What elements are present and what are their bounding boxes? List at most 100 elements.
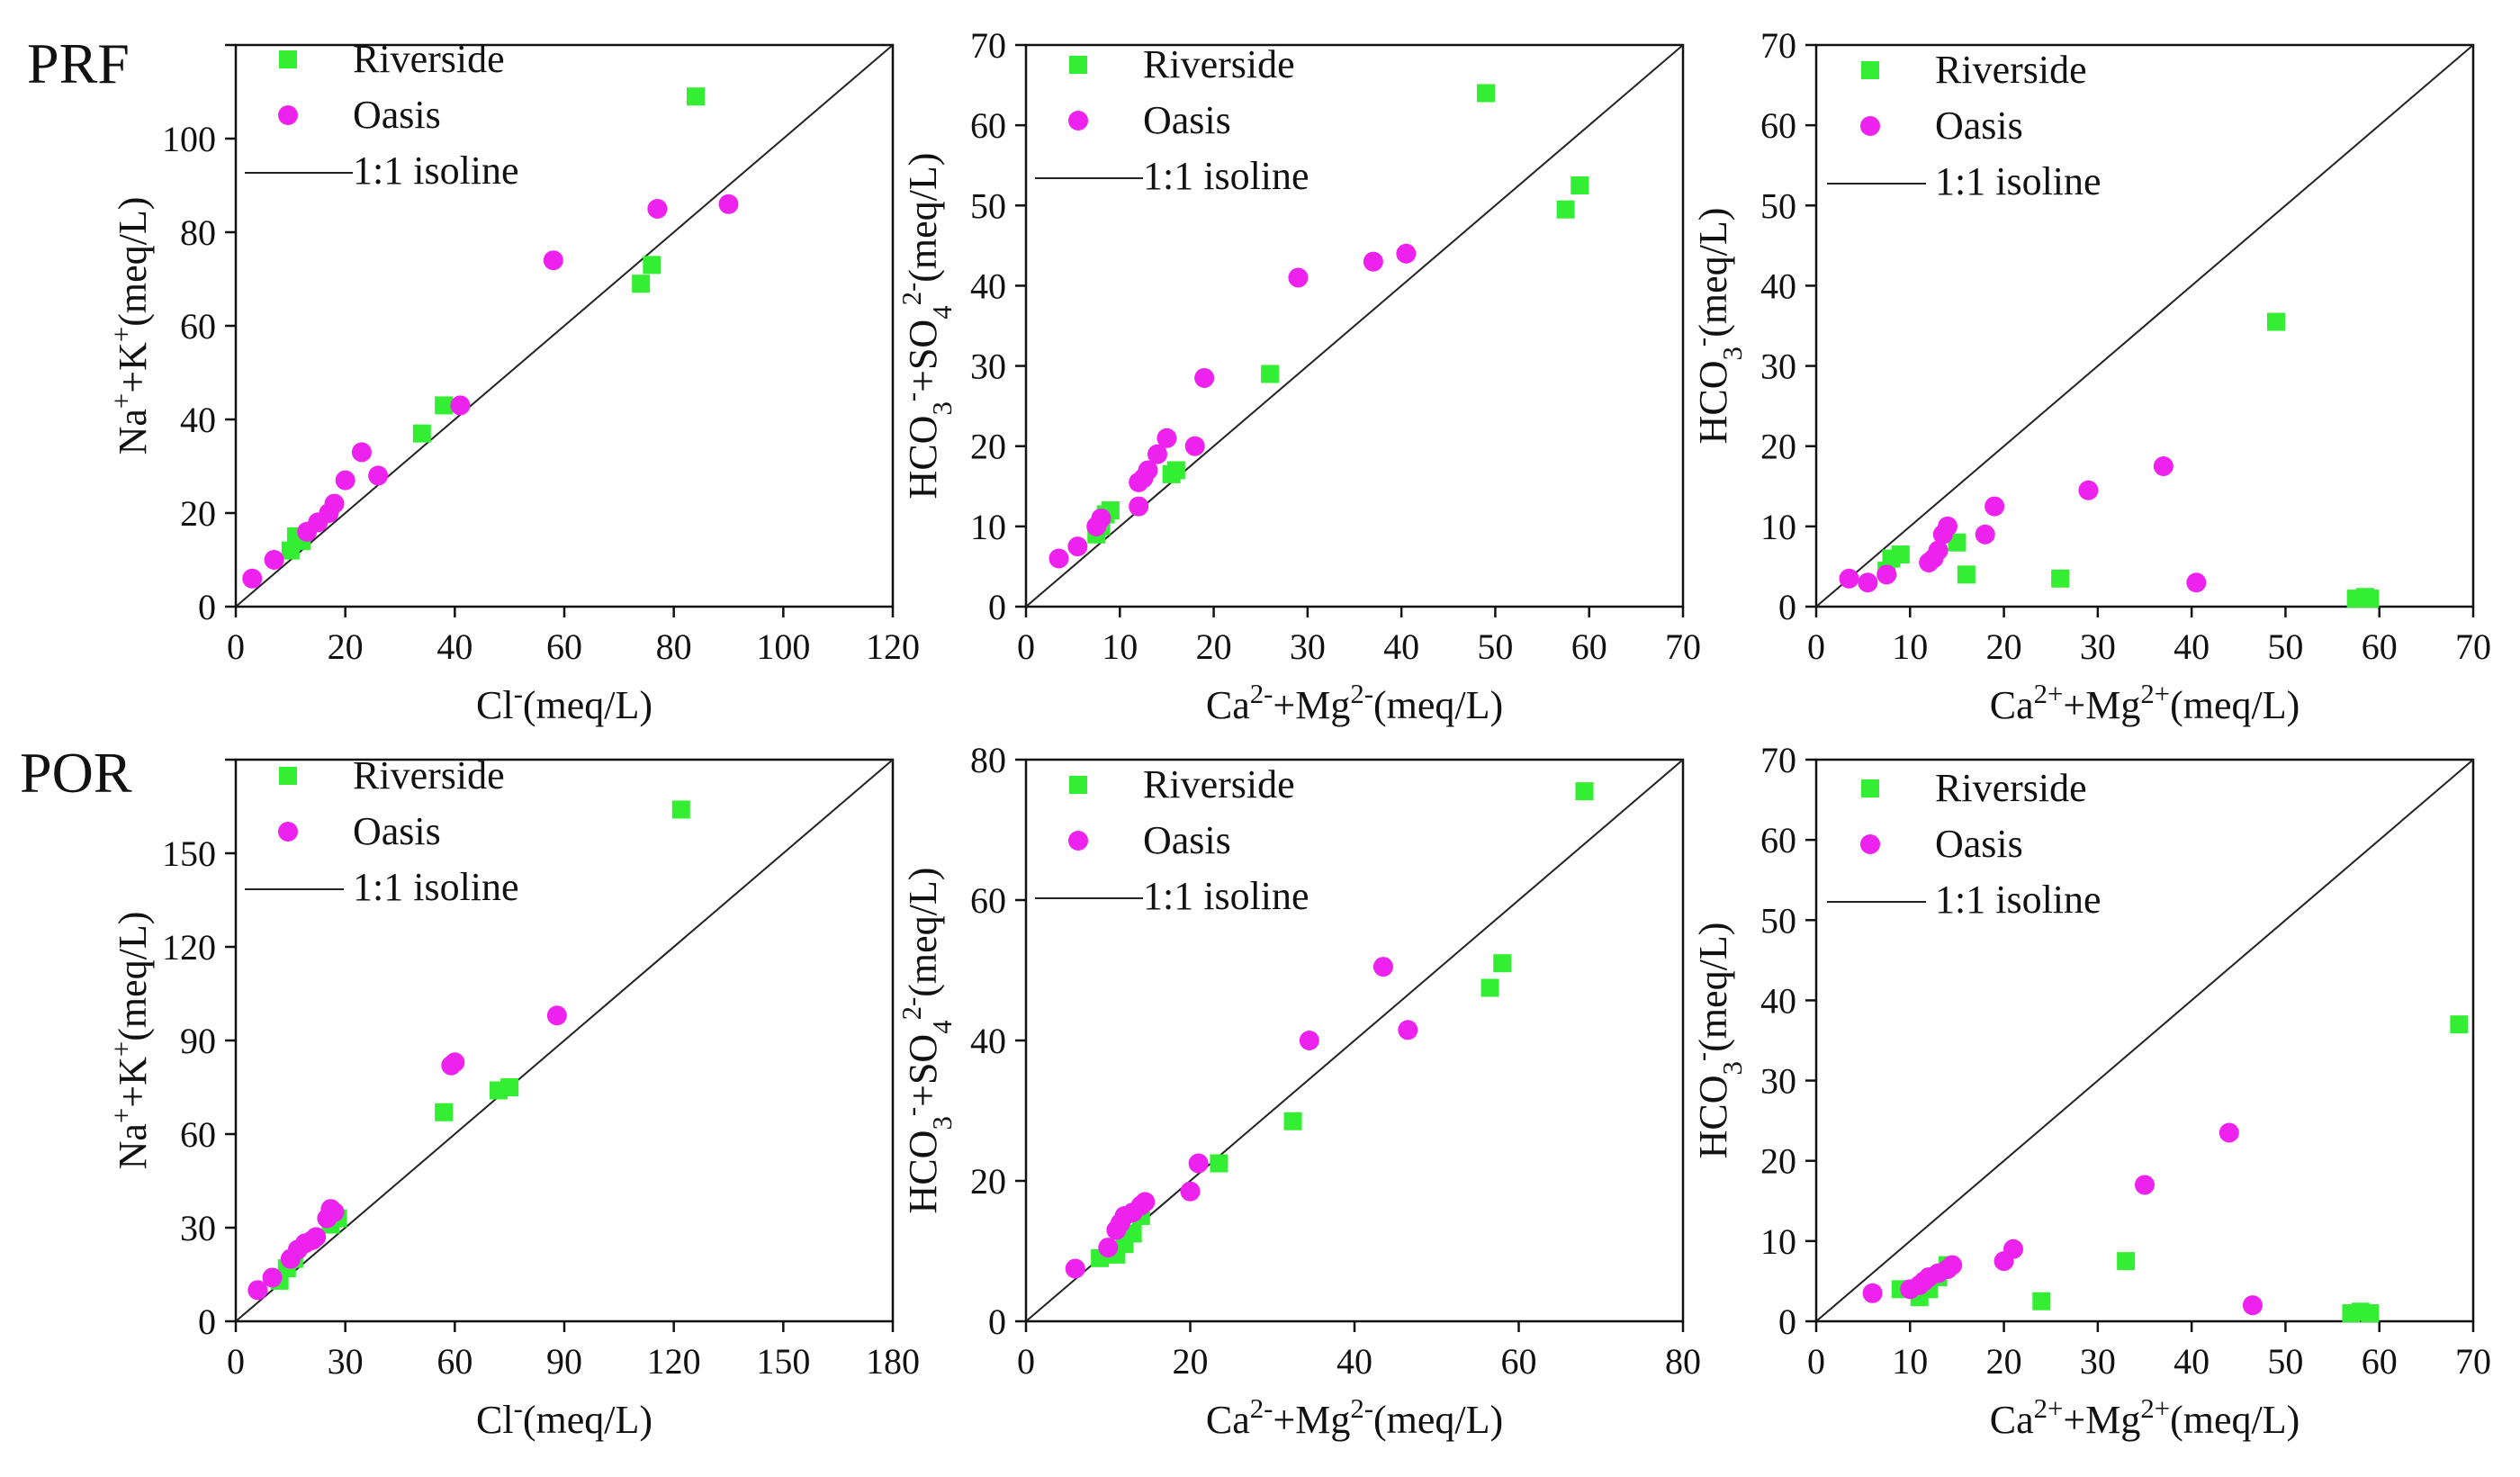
y-tick-label: 70 [970, 25, 1006, 66]
x-tick-label: 60 [2362, 626, 2398, 667]
riverside-point [500, 1078, 519, 1096]
panel-por-na-k-vs-cl: 0 30 60 90 120 150 180 0 30 60 90 120 150 Cl-(meq/L) N… [106, 753, 920, 1442]
y-tick-label: 50 [1760, 185, 1796, 226]
y-tick-label: 10 [1760, 1221, 1796, 1262]
riverside-point [1210, 1154, 1228, 1173]
y-axis-label: HCO3-(meq/L) [1687, 208, 1748, 445]
legend: Riverside Oasis 1:1 isoline [1827, 48, 2102, 203]
y-tick-label: 60 [970, 880, 1006, 921]
y-tick-label: 20 [970, 1161, 1006, 1202]
y-tick-label: 0 [988, 1301, 1006, 1342]
legend-oasis-marker [1068, 111, 1088, 131]
legend-isoline-label: 1:1 isoline [1143, 154, 1310, 198]
oasis-point [324, 1202, 345, 1222]
legend-oasis-marker [1860, 116, 1880, 136]
x-tick-label: 30 [1290, 626, 1326, 667]
legend-oasis-label: Oasis [1935, 104, 2023, 148]
x-axis-label: Ca2-+Mg2-(meq/L) [1206, 1393, 1503, 1442]
riverside-point [2450, 1015, 2469, 1034]
x-tick-label: 120 [866, 626, 920, 667]
riverside-point [2267, 312, 2285, 331]
x-tick-label: 150 [756, 1341, 810, 1382]
y-tick-label: 90 [180, 1021, 216, 1061]
x-tick-label: 20 [1986, 1341, 2022, 1382]
y-tick-label: 40 [1760, 980, 1796, 1021]
plot-frame [1814, 43, 2475, 608]
legend-riverside-marker [279, 767, 297, 785]
oasis-point [1048, 548, 1069, 569]
oasis-point [1194, 367, 1215, 388]
x-tick-label: 40 [1383, 626, 1419, 667]
oasis-point [1184, 436, 1205, 456]
legend-oasis-marker [1068, 831, 1088, 851]
y-tick-label: 30 [1760, 347, 1796, 387]
legend-riverside-marker [279, 50, 297, 68]
x-tick-label: 30 [328, 1341, 364, 1382]
oasis-point [1065, 1258, 1085, 1279]
riverside-point [1556, 200, 1575, 219]
legend: Riverside Oasis 1:1 isoline [1827, 766, 2102, 922]
oasis-point [264, 550, 284, 570]
legend-riverside-marker [1069, 776, 1087, 794]
legend-riverside-marker [1861, 779, 1879, 797]
y-axis-label: HCO3-+SO42-(meq/L) [896, 868, 958, 1214]
legend-isoline-label: 1:1 isoline [1935, 878, 2102, 922]
y-tick-label: 20 [1760, 1141, 1796, 1182]
oasis-point [450, 395, 471, 416]
y-tick-label: 0 [198, 587, 216, 627]
x-tick-label: 40 [2174, 1341, 2210, 1382]
y-tick-label: 10 [970, 507, 1006, 547]
riverside-point [1480, 978, 1499, 997]
legend: Riverside Oasis 1:1 isoline [245, 37, 519, 193]
oasis-point [1135, 1192, 1156, 1212]
x-tick-label: 20 [1173, 1341, 1209, 1382]
legend-isoline-label: 1:1 isoline [1935, 159, 2102, 203]
isoline-1-1 [1815, 44, 2474, 608]
legend-oasis-label: Oasis [1143, 818, 1231, 862]
y-tick-label: 60 [970, 105, 1006, 146]
x-tick-label: 180 [866, 1341, 920, 1382]
legend-riverside-label: Riverside [353, 753, 505, 797]
riverside-point [1948, 533, 1966, 552]
y-tick-label: 50 [1760, 900, 1796, 941]
oasis-point [2078, 480, 2099, 500]
x-tick-label: 20 [328, 626, 364, 667]
y-tick-label: 60 [180, 306, 216, 347]
y-tick-label: 120 [162, 927, 216, 968]
y-tick-label: 60 [180, 1114, 216, 1155]
riverside-point [2117, 1252, 2136, 1271]
x-tick-label: 100 [756, 626, 810, 667]
riverside-point [1493, 954, 1512, 973]
x-axis-label: Ca2-+Mg2-(meq/L) [1206, 679, 1503, 727]
legend-oasis-label: Oasis [353, 809, 441, 853]
x-tick-label: 60 [1501, 1341, 1537, 1382]
panel-por-hco3-vs-ca-mg: 0 10 20 30 40 50 60 70 0 10 20 30 40 50 60 70 Ca2++Mg2+(… [1687, 740, 2491, 1442]
legend: Riverside Oasis 1:1 isoline [1035, 762, 1310, 918]
oasis-point [546, 1005, 567, 1026]
oasis-point [242, 568, 263, 589]
riverside-point [1957, 565, 1976, 584]
isoline-1-1 [235, 759, 894, 1322]
riverside-point [1283, 1112, 1302, 1130]
oasis-point [1372, 957, 1393, 977]
oasis-point [248, 1280, 268, 1301]
panel-prf-hco3-vs-ca-mg: 0 10 20 30 40 50 60 70 0 10 20 30 40 50 60 70 Ca2++Mg2+(… [1687, 25, 2491, 727]
riverside-point [435, 396, 454, 415]
legend-riverside-marker [1861, 61, 1879, 79]
legend-oasis-label: Oasis [353, 93, 441, 137]
oasis-point [1363, 251, 1383, 272]
oasis-point [1396, 243, 1417, 264]
legend-riverside-marker [1069, 56, 1087, 74]
oasis-point [2135, 1175, 2155, 1195]
x-tick-label: 50 [2267, 1341, 2303, 1382]
oasis-point [1180, 1181, 1201, 1202]
x-tick-label: 40 [1336, 1341, 1372, 1382]
riverside-point [632, 275, 651, 293]
riverside-point [412, 424, 431, 443]
legend: Riverside Oasis 1:1 isoline [245, 753, 519, 909]
x-tick-label: 70 [2455, 1341, 2491, 1382]
y-tick-label: 30 [1760, 1061, 1796, 1102]
x-tick-label: 50 [2267, 626, 2303, 667]
isoline-1-1 [1025, 44, 1684, 608]
